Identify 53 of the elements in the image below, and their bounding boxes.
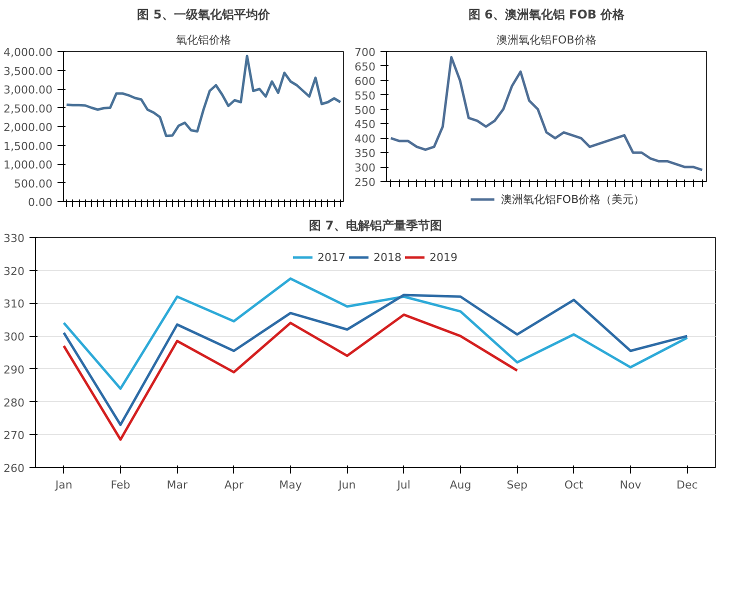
y-tick-label: 4,000.00 — [4, 46, 52, 59]
line-series — [65, 54, 342, 138]
chart-title: 图 5、一级氧化铝平均价 — [137, 8, 271, 22]
y-tick-label: 0.00 — [28, 196, 53, 209]
line-series — [390, 56, 704, 172]
y-tick-label: 3,000.00 — [4, 84, 52, 96]
y-tick-label: 290 — [4, 363, 25, 376]
chart-subtitle: 氧化铝价格 — [176, 34, 231, 46]
legend-label: 澳洲氧化铝FOB价格（美元） — [501, 193, 645, 206]
chart-subtitle: 澳洲氧化铝FOB价格 — [496, 34, 596, 46]
y-tick-label: 650 — [354, 60, 376, 74]
line-series — [62, 313, 518, 441]
y-tick-label: 350 — [354, 147, 376, 160]
legend-label: 2018 — [374, 250, 402, 264]
x-tick-label: Mar — [166, 478, 188, 492]
y-tick-label: 270 — [4, 429, 25, 442]
y-tick-label: 500.00 — [14, 177, 53, 190]
y-tick-label: 1,500.00 — [4, 140, 52, 153]
y-tick-label: 400 — [354, 132, 376, 146]
y-tick-label: 550 — [354, 89, 376, 102]
y-tick-label: 320 — [4, 264, 25, 278]
y-tick-label: 3,500.00 — [4, 64, 52, 78]
x-tick-label: Sep — [506, 478, 528, 492]
x-tick-label: Jul — [396, 478, 410, 492]
y-tick-label: 260 — [4, 462, 25, 475]
legend-label: 2019 — [430, 250, 458, 264]
y-tick-label: 300 — [354, 162, 376, 175]
y-tick-label: 330 — [4, 232, 25, 245]
x-tick-label: Aug — [450, 478, 472, 492]
line-series — [62, 277, 688, 390]
x-tick-label: Feb — [110, 478, 130, 492]
y-tick-label: 600 — [354, 74, 376, 88]
x-tick-label: Oct — [564, 478, 584, 492]
x-tick-label: May — [279, 478, 302, 492]
y-tick-label: 300 — [4, 330, 25, 344]
y-tick-label: 2,000.00 — [4, 121, 52, 134]
y-tick-label: 250 — [354, 176, 376, 189]
x-tick-label: Nov — [620, 478, 642, 492]
line-series — [62, 294, 688, 426]
x-tick-label: Dec — [676, 478, 698, 492]
y-tick-label: 500 — [354, 104, 376, 117]
chart-title: 图 7、电解铝产量季节图 — [309, 218, 442, 232]
x-tick-label: Jan — [54, 478, 72, 492]
chart-title: 图 6、澳洲氧化铝 FOB 价格 — [468, 8, 626, 22]
y-tick-label: 700 — [354, 46, 376, 59]
x-tick-label: Apr — [224, 478, 244, 492]
y-tick-label: 2,500.00 — [4, 102, 52, 116]
y-tick-label: 1,000.00 — [4, 158, 52, 172]
x-tick-label: Jun — [338, 478, 356, 492]
y-tick-label: 310 — [4, 298, 25, 311]
legend-label: 2017 — [318, 250, 346, 264]
y-tick-label: 450 — [354, 118, 376, 132]
y-tick-label: 280 — [4, 396, 25, 410]
